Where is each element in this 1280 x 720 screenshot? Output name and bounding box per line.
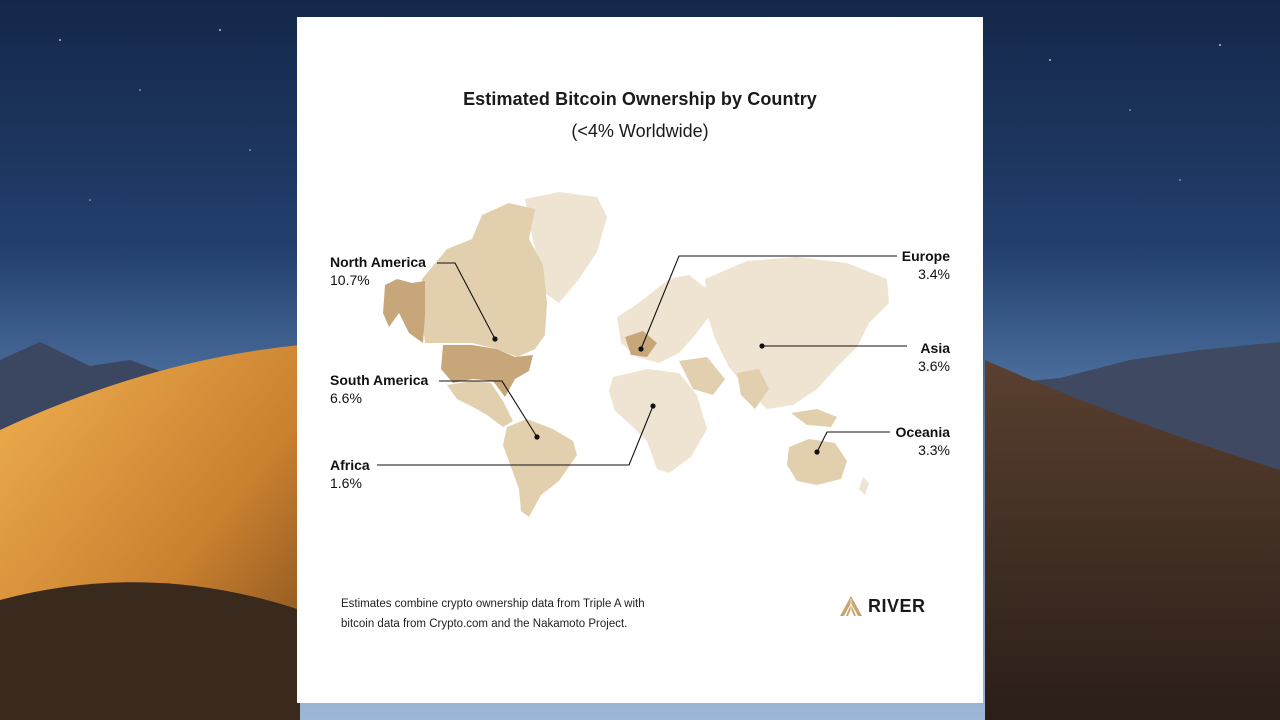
south-america-shape [503, 419, 577, 517]
region-value: 3.6% [918, 358, 950, 374]
footnote-line-2: bitcoin data from Crypto.com and the Nak… [341, 618, 628, 630]
region-value: 3.4% [918, 266, 950, 282]
marker-north-america [492, 336, 498, 342]
region-name: North America [330, 254, 426, 270]
africa-shape [609, 369, 707, 473]
river-mountain-icon [840, 596, 862, 616]
footnote-line-1: Estimates combine crypto ownership data … [341, 598, 645, 610]
leader-north-america [437, 262, 496, 340]
region-value: 3.3% [918, 442, 950, 458]
india-shape [737, 369, 769, 409]
australia-shape [787, 439, 847, 485]
label-asia: Asia 3.6% [850, 339, 950, 375]
region-value: 1.6% [330, 475, 362, 491]
middle-east-shape [679, 357, 725, 395]
leader-europe [640, 255, 897, 350]
region-name: Asia [920, 340, 950, 356]
label-europe: Europe 3.4% [850, 247, 950, 283]
world-map [377, 192, 907, 517]
leader-africa [377, 405, 654, 466]
source-footnote: Estimates combine crypto ownership data … [341, 594, 741, 634]
new-zealand-shape [859, 477, 869, 495]
label-south-america: South America 6.6% [330, 371, 428, 407]
infographic-card: Estimated Bitcoin Ownership by Country (… [297, 17, 983, 703]
leader-south-america [439, 380, 538, 438]
chart-title: Estimated Bitcoin Ownership by Country [463, 89, 817, 109]
region-name: Africa [330, 457, 370, 473]
marker-asia [759, 343, 765, 349]
label-north-america: North America 10.7% [330, 253, 426, 289]
region-name: South America [330, 372, 429, 388]
river-logo: RIVER [839, 593, 926, 619]
region-name: Europe [901, 248, 950, 264]
marker-africa [650, 403, 656, 409]
region-value: 6.6% [330, 390, 362, 406]
marker-south-america [534, 434, 540, 440]
central-america-shape [447, 381, 513, 427]
region-name: Oceania [895, 424, 950, 440]
europe-dark-shape [625, 331, 657, 357]
chart-subtitle: (<4% Worldwide) [571, 121, 709, 141]
label-oceania: Oceania 3.3% [850, 423, 950, 459]
logo-wordmark: RIVER [868, 595, 926, 616]
leader-oceania [816, 431, 890, 453]
greenland-shape [525, 192, 607, 303]
canada-shape [422, 203, 547, 357]
region-value: 10.7% [330, 272, 370, 288]
alaska-shape [383, 279, 425, 343]
se-asia-shape [791, 409, 837, 427]
label-africa: Africa 1.6% [330, 456, 370, 492]
marker-europe [638, 346, 644, 352]
marker-oceania [814, 449, 820, 455]
usa-shape [441, 345, 533, 397]
